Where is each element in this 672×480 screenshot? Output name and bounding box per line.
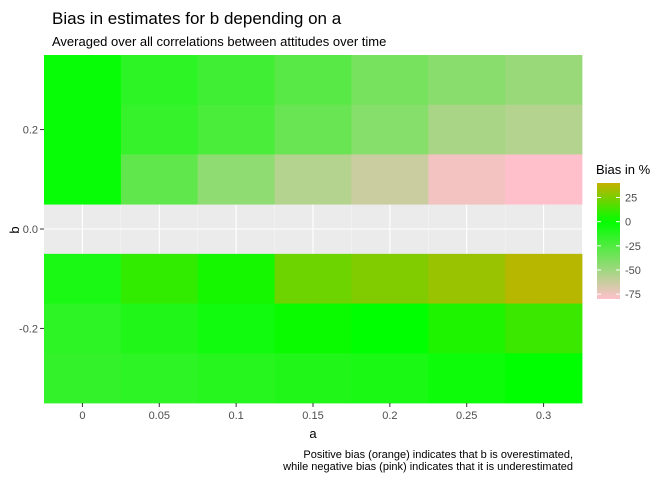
caption-line-1: Positive bias (orange) indicates that b … xyxy=(303,449,573,461)
heatmap-cell xyxy=(428,154,506,205)
heatmap-cell xyxy=(44,353,122,404)
legend-title: Bias in % xyxy=(596,162,651,177)
legend-ticks: 25 0 -25 -50 -75 xyxy=(597,193,641,301)
heatmap-cell xyxy=(44,303,122,354)
chart-title: Bias in estimates for b depending on a xyxy=(52,9,342,28)
heatmap-cell xyxy=(351,253,429,304)
heatmap-cell xyxy=(351,303,429,354)
heatmap-cell xyxy=(274,55,352,106)
heatmap-cell xyxy=(44,154,122,205)
heatmap-cell xyxy=(428,104,506,155)
x-tick-label: 0.25 xyxy=(456,410,477,422)
legend-tick-label: -75 xyxy=(625,289,641,301)
x-tick-label: 0.15 xyxy=(302,410,323,422)
heatmap-cell xyxy=(274,353,352,404)
y-tick-label: 0.2 xyxy=(23,125,38,137)
heatmap-cell xyxy=(197,253,275,304)
heatmap-cell xyxy=(428,55,506,106)
legend: Bias in % 25 0 -25 -50 -75 xyxy=(596,162,651,301)
x-tick-label: 0.3 xyxy=(536,410,551,422)
y-axis-label: b xyxy=(7,226,22,233)
legend-colorbar xyxy=(597,183,620,299)
heatmap-cell xyxy=(505,154,583,205)
legend-tick-label: 25 xyxy=(625,193,637,205)
heatmap-cells xyxy=(44,55,583,404)
heatmap-cell xyxy=(120,253,199,304)
heatmap-cell xyxy=(428,353,506,404)
heatmap-cell xyxy=(351,55,429,106)
x-tick-label: 0.05 xyxy=(149,410,170,422)
heatmap-cell xyxy=(274,154,352,205)
heatmap-cell xyxy=(428,253,506,304)
heatmap-cell xyxy=(120,154,199,205)
x-axis-ticks: 0 0.05 0.1 0.15 0.2 0.25 0.3 xyxy=(79,403,551,422)
heatmap-cell xyxy=(197,303,275,354)
heatmap-cell xyxy=(197,55,275,106)
heatmap-cell xyxy=(120,353,199,404)
heatmap-cell xyxy=(351,104,429,155)
heatmap-cell xyxy=(197,353,275,404)
legend-tick-label: -50 xyxy=(625,265,641,277)
heatmap-cell xyxy=(505,353,583,404)
heatmap-cell xyxy=(197,154,275,205)
legend-tick-label: -25 xyxy=(625,241,641,253)
chart-subtitle: Averaged over all correlations between a… xyxy=(52,34,386,49)
heatmap-cell xyxy=(505,253,583,304)
heatmap-cell xyxy=(505,55,583,106)
heatmap-cell xyxy=(120,55,199,106)
heatmap-cell xyxy=(428,303,506,354)
legend-tick-label: 0 xyxy=(625,217,631,229)
heatmap-cell xyxy=(120,104,199,155)
heatmap-cell xyxy=(44,104,122,155)
heatmap-cell xyxy=(351,154,429,205)
y-tick-label: -0.2 xyxy=(19,323,38,335)
heatmap-cell xyxy=(274,104,352,155)
heatmap-cell xyxy=(44,55,122,106)
heatmap-cell xyxy=(120,303,199,354)
x-axis-label: a xyxy=(309,426,317,441)
caption-line-2: while negative bias (pink) indicates tha… xyxy=(282,461,573,473)
y-axis-ticks: 0.2 0.0 -0.2 xyxy=(19,125,44,335)
x-tick-label: 0.1 xyxy=(228,410,243,422)
y-tick-label: 0.0 xyxy=(23,224,38,236)
heatmap-cell xyxy=(505,104,583,155)
heatmap-cell xyxy=(274,303,352,354)
heatmap-cell xyxy=(351,353,429,404)
heatmap-cell xyxy=(505,303,583,354)
x-tick-label: 0 xyxy=(79,410,85,422)
heatmap-cell xyxy=(197,104,275,155)
heatmap-cell xyxy=(44,253,122,304)
x-tick-label: 0.2 xyxy=(382,410,397,422)
heatmap-cell xyxy=(274,253,352,304)
